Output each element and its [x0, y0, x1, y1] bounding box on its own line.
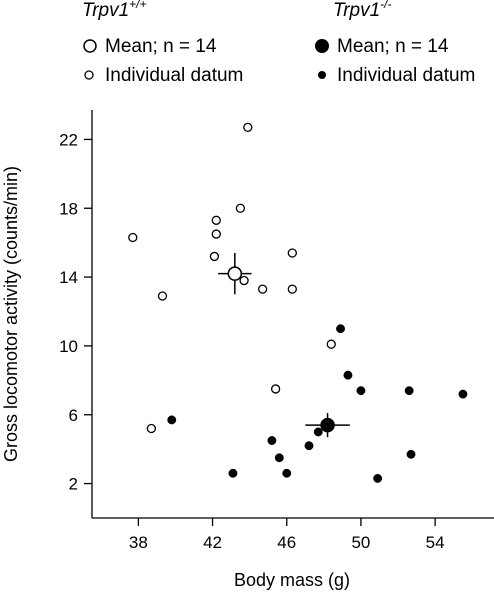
datum-point-filled: [458, 389, 468, 399]
y-tick-label: 22: [59, 130, 78, 149]
legend-group-1-title: Trpv1+/+: [82, 0, 147, 21]
datum-point-open: [287, 248, 297, 258]
legend-datum-filled-marker: [318, 71, 326, 79]
mean-marker-open: [227, 266, 243, 281]
datum-point-filled: [336, 324, 345, 334]
datum-point-open: [211, 229, 221, 239]
datum-point-open: [257, 284, 268, 294]
legend: Trpv1+/+ Mean; n = 14 Individual datum T…: [82, 0, 475, 86]
y-tick-label: 18: [59, 199, 78, 218]
datum-point-filled: [274, 453, 284, 463]
x-tick-label: 54: [426, 533, 445, 552]
axis-ticks: 38 42 46 50 54 2 6 10 14 18 22: [59, 130, 445, 552]
y-axis-title: Gross locomotor activity (counts/min): [1, 166, 21, 462]
datum-point-filled: [282, 468, 292, 478]
legend-group-2-datum-label: Individual datum: [337, 65, 475, 86]
legend-group-2-mean-label: Mean; n = 14: [337, 36, 449, 57]
x-tick-label: 50: [351, 533, 370, 552]
datum-point-filled: [267, 436, 277, 446]
datum-point-open: [326, 339, 336, 349]
datum-point-open: [209, 251, 220, 262]
datum-point-open: [235, 203, 246, 213]
datum-point-filled: [356, 386, 366, 396]
datum-point-filled: [304, 441, 314, 451]
legend-mean-filled-marker: [315, 39, 329, 53]
datum-point-open: [128, 232, 138, 243]
x-tick-label: 42: [203, 533, 222, 552]
datum-point-filled: [404, 386, 414, 396]
y-tick-label: 6: [69, 406, 78, 425]
legend-datum-open-marker: [84, 70, 94, 80]
datum-point-open: [157, 291, 168, 301]
datum-point-filled: [228, 468, 238, 478]
datum-point-open: [287, 284, 297, 294]
legend-group-1-datum-label: Individual datum: [105, 65, 243, 86]
datum-point-open: [211, 215, 221, 225]
mean-marker-filled: [320, 417, 335, 433]
datum-point-filled: [167, 415, 177, 425]
mean-markers: [218, 252, 350, 438]
legend-group-1-mean-label: Mean; n = 14: [105, 36, 217, 57]
datum-point-open: [146, 423, 157, 434]
x-tick-label: 38: [129, 533, 148, 552]
y-tick-label: 2: [69, 475, 78, 494]
datum-point-open: [270, 384, 281, 394]
x-tick-label: 46: [277, 533, 296, 552]
y-tick-label: 14: [59, 268, 78, 287]
datum-point-filled: [313, 427, 323, 437]
legend-group-2-title: Trpv1-/-: [333, 0, 392, 21]
datum-point-filled: [373, 473, 383, 483]
datum-point-open: [239, 275, 249, 286]
datum-point-open: [243, 122, 253, 133]
data-points: [128, 122, 468, 483]
datum-point-filled: [406, 449, 416, 459]
datum-point-filled: [343, 370, 353, 380]
x-axis-title: Body mass (g): [234, 570, 350, 590]
legend-mean-open-marker: [83, 39, 97, 53]
y-tick-label: 10: [59, 337, 78, 356]
